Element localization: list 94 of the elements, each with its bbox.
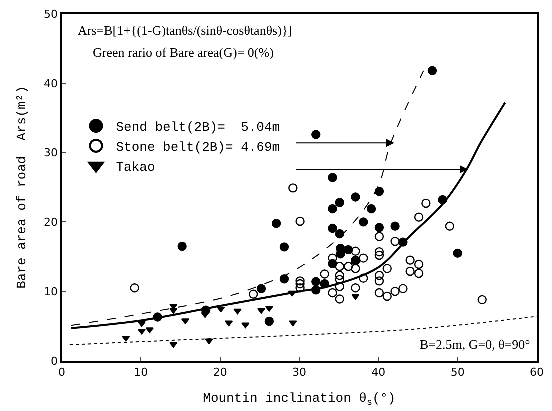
point	[296, 279, 305, 289]
point	[296, 276, 305, 286]
point	[374, 247, 384, 257]
point	[170, 308, 178, 314]
point	[374, 232, 384, 242]
point	[344, 262, 354, 272]
y-tick-label: 10	[44, 285, 58, 298]
point	[414, 260, 424, 270]
point	[328, 173, 338, 182]
x-tick-label: 60	[530, 366, 544, 379]
point	[359, 254, 368, 263]
point	[428, 66, 438, 76]
point	[242, 322, 250, 329]
y-axis-title: Bare area of road Ars(m²)	[14, 86, 30, 289]
point	[359, 218, 368, 227]
point	[234, 308, 242, 315]
point	[265, 306, 274, 312]
point	[374, 271, 384, 280]
point	[296, 216, 305, 226]
point	[382, 264, 392, 274]
point	[280, 242, 290, 252]
point	[335, 262, 344, 272]
point	[217, 306, 226, 313]
x-axis-title: Mountin inclination θ$_{s}$(°)	[203, 391, 396, 408]
point	[335, 294, 344, 304]
point	[205, 338, 214, 344]
point	[374, 276, 384, 286]
point	[170, 342, 178, 348]
y-tick-label: 40	[44, 77, 58, 90]
point	[289, 320, 298, 326]
point	[406, 256, 415, 265]
point	[264, 316, 274, 326]
point	[374, 250, 384, 260]
point	[272, 218, 282, 228]
point	[445, 222, 455, 231]
point	[414, 212, 424, 222]
point	[328, 288, 338, 298]
point	[138, 321, 146, 328]
annotation: B=2.5m, G=0, θ=90°	[420, 337, 530, 352]
point	[146, 328, 154, 334]
x-tick-label: 30	[292, 366, 306, 379]
point	[453, 248, 462, 258]
point	[422, 198, 431, 208]
point	[351, 284, 360, 293]
point	[359, 274, 368, 284]
point	[328, 204, 338, 214]
point	[335, 282, 344, 292]
point	[201, 312, 210, 318]
point	[320, 270, 330, 279]
point	[352, 294, 360, 300]
point	[312, 130, 321, 140]
y-tick-label: 30	[44, 146, 58, 160]
x-tick-label: 20	[213, 366, 228, 379]
point	[366, 204, 376, 214]
y-tick-label: 50	[44, 8, 58, 21]
point	[122, 336, 130, 342]
point	[351, 246, 360, 256]
point	[280, 274, 290, 284]
point	[248, 290, 258, 299]
point	[335, 275, 344, 284]
point	[130, 284, 140, 293]
legend-label: Stone belt(2B)= 4.69m	[116, 140, 280, 156]
x-tick-label: 10	[134, 366, 148, 379]
x-tick-label: 50	[450, 366, 465, 379]
point	[390, 222, 400, 231]
point	[256, 284, 266, 294]
point	[351, 192, 360, 202]
point	[390, 237, 400, 246]
legend-label: Send belt(2B)= 5.04m	[116, 120, 280, 136]
point	[335, 271, 344, 280]
point	[406, 266, 415, 276]
point	[288, 184, 298, 193]
point	[414, 268, 424, 278]
point	[374, 223, 384, 232]
point	[398, 284, 408, 294]
point	[478, 295, 487, 305]
point	[312, 277, 321, 286]
point	[335, 198, 344, 208]
annotation: Ars=B[1+{(1-G)tanθs/(sinθ-cosθtanθs)}]	[78, 23, 293, 38]
point	[335, 229, 344, 239]
legend-label: Takao	[116, 160, 156, 175]
point	[328, 224, 338, 234]
point	[296, 284, 305, 293]
point	[344, 245, 354, 255]
x-tick-label: 40	[372, 366, 386, 379]
y-tick-label: 0	[51, 354, 58, 368]
point	[390, 287, 400, 296]
y-tick-label: 20	[44, 216, 58, 230]
point	[382, 292, 392, 302]
point	[374, 187, 384, 196]
point	[374, 288, 384, 298]
annotation: Green rario of Bare area(G)= 0(%)	[93, 45, 274, 60]
point	[351, 264, 360, 274]
point	[178, 242, 187, 252]
